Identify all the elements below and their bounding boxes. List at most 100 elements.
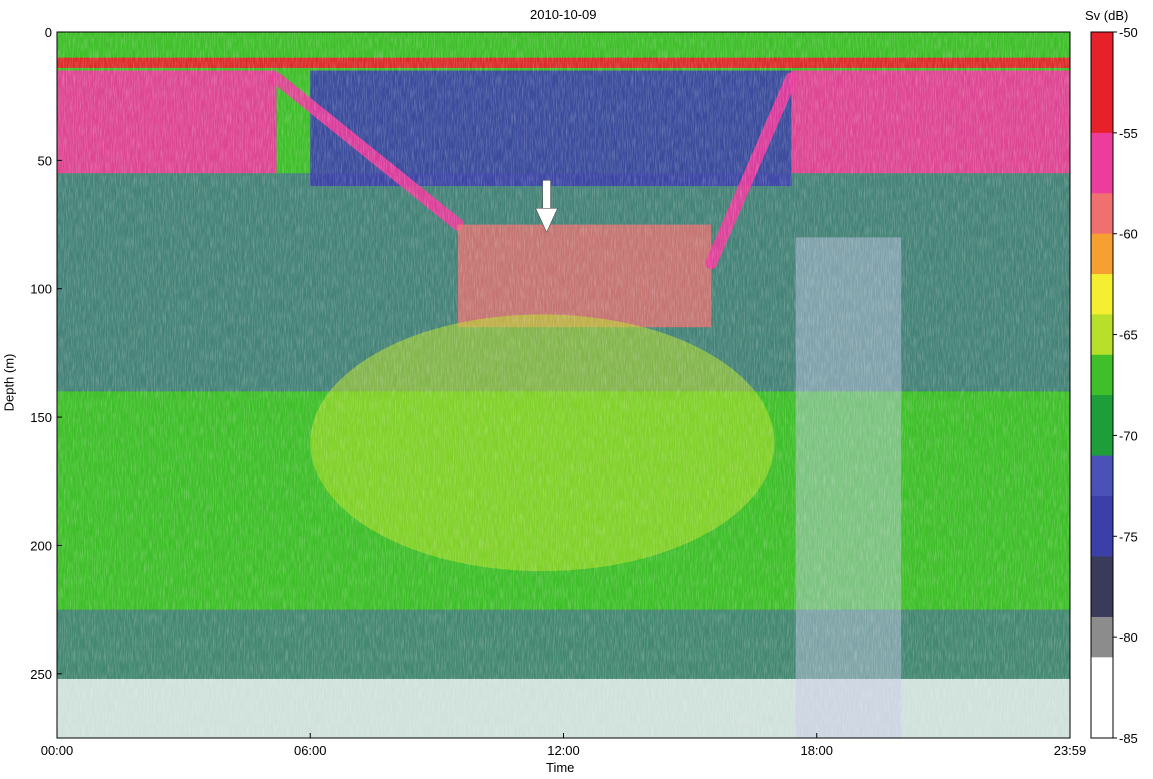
colorbar-swatch [1091, 395, 1113, 406]
colorbar-swatch [1091, 72, 1113, 83]
colorbar-swatch [1091, 62, 1113, 73]
colorbar-swatch [1091, 717, 1113, 729]
x-tick-label: 12:00 [547, 743, 580, 758]
colorbar-tick-label: -70 [1119, 428, 1138, 443]
colorbar-swatch [1091, 82, 1113, 94]
colorbar-swatch [1091, 173, 1113, 184]
colorbar-label: Sv (dB) [1085, 8, 1129, 23]
colorbar-swatch [1091, 667, 1113, 678]
colorbar-swatch [1091, 122, 1113, 134]
x-tick-label: 06:00 [294, 743, 327, 758]
colorbar-swatch [1091, 153, 1113, 164]
colorbar-tick-label: -85 [1119, 731, 1138, 746]
colorbar-swatch [1091, 374, 1113, 386]
colorbar-swatch [1091, 163, 1113, 174]
colorbar-swatch [1091, 506, 1113, 517]
colorbar-axis: -50 -55 -60 -65 -70 -75 -80 -85 [1113, 25, 1138, 746]
colorbar-tick-label: -75 [1119, 529, 1138, 544]
colorbar-swatch [1091, 304, 1113, 315]
colorbar-swatch [1091, 223, 1113, 235]
y-tick-label: 100 [30, 282, 52, 297]
colorbar-swatch [1091, 516, 1113, 527]
colorbar-swatch [1091, 405, 1113, 416]
colorbar-swatch [1091, 253, 1113, 265]
colorbar-swatch [1091, 586, 1113, 598]
colorbar-swatch [1091, 354, 1113, 366]
colorbar-swatch [1091, 102, 1113, 114]
colorbar-swatch [1091, 445, 1113, 457]
colorbar-swatch [1091, 697, 1113, 709]
colorbar-tick-label: -65 [1119, 328, 1138, 343]
colorbar-swatch [1091, 92, 1113, 104]
colorbar-swatch [1091, 425, 1113, 436]
colorbar-swatch [1091, 284, 1113, 295]
colorbar-swatch [1091, 657, 1113, 668]
colorbar-swatch [1091, 324, 1113, 336]
colorbar-swatch [1091, 274, 1113, 285]
colorbar-swatch [1091, 546, 1113, 557]
colorbar-swatch [1091, 243, 1113, 255]
x-axis: 00:00 06:00 12:00 18:00 23:59 [41, 733, 1087, 758]
colorbar-swatch [1091, 495, 1113, 507]
colorbar-swatch [1091, 213, 1113, 225]
colorbar-swatch [1091, 707, 1113, 719]
colorbar-swatch [1091, 233, 1113, 245]
colorbar-swatch [1091, 727, 1113, 739]
colorbar-swatch [1091, 627, 1113, 638]
y-axis: 0 50 100 150 200 250 [30, 25, 62, 682]
y-tick-label: 250 [30, 667, 52, 682]
colorbar-swatch [1091, 52, 1113, 63]
colorbar-swatch [1091, 435, 1113, 447]
colorbar-swatch [1091, 42, 1113, 53]
colorbar-swatch [1091, 193, 1113, 204]
x-tick-label: 23:59 [1054, 743, 1087, 758]
colorbar-swatch [1091, 344, 1113, 356]
colorbar-swatch [1091, 616, 1113, 628]
colorbar-swatch [1091, 637, 1113, 648]
colorbar-swatch [1091, 263, 1113, 275]
colorbar-tick-label: -60 [1119, 227, 1138, 242]
colorbar-swatch [1091, 596, 1113, 608]
x-tick-label: 00:00 [41, 743, 74, 758]
colorbar-swatch [1091, 314, 1113, 325]
colorbar-swatch [1091, 647, 1113, 658]
colorbar-swatch [1091, 385, 1113, 396]
colorbar-frame [1090, 31, 1114, 739]
colorbar-swatch [1091, 142, 1113, 154]
colorbar-swatch [1091, 334, 1113, 346]
colorbar-swatch [1091, 526, 1113, 537]
colorbar-swatch [1091, 556, 1113, 568]
colorbar-swatch [1091, 364, 1113, 376]
colorbar-swatch [1091, 455, 1113, 467]
y-axis-label: Depth (m) [1, 353, 17, 412]
colorbar-swatch [1091, 576, 1113, 588]
colorbar-swatch [1091, 606, 1113, 618]
colorbar-tick-label: -50 [1119, 25, 1138, 40]
colorbar-swatch [1091, 475, 1113, 487]
colorbar-swatch [1091, 415, 1113, 426]
annotations [535, 179, 559, 233]
colorbar-swatch [1091, 687, 1113, 699]
y-tick-label: 150 [30, 410, 52, 425]
x-tick-label: 18:00 [800, 743, 833, 758]
colorbar [1091, 32, 1113, 739]
plot-area [57, 32, 1070, 738]
colorbar-swatch [1091, 536, 1113, 547]
colorbar-swatch [1091, 485, 1113, 497]
annotation-arrow [535, 179, 559, 233]
x-axis-label: Time [546, 760, 575, 775]
colorbar-swatch [1091, 32, 1113, 43]
colorbar-swatch [1091, 203, 1113, 215]
colorbar-swatch [1091, 566, 1113, 578]
colorbar-swatch [1091, 465, 1113, 477]
colorbar-tick-label: -55 [1119, 126, 1138, 141]
y-tick-label: 0 [45, 25, 52, 40]
y-tick-label: 50 [38, 153, 52, 168]
colorbar-swatch [1091, 112, 1113, 124]
chart-title: 2010-10-09 [530, 7, 597, 22]
colorbar-swatch [1091, 294, 1113, 305]
colorbar-swatch [1091, 677, 1113, 689]
colorbar-tick-label: -80 [1119, 630, 1138, 645]
colorbar-swatch [1091, 183, 1113, 194]
